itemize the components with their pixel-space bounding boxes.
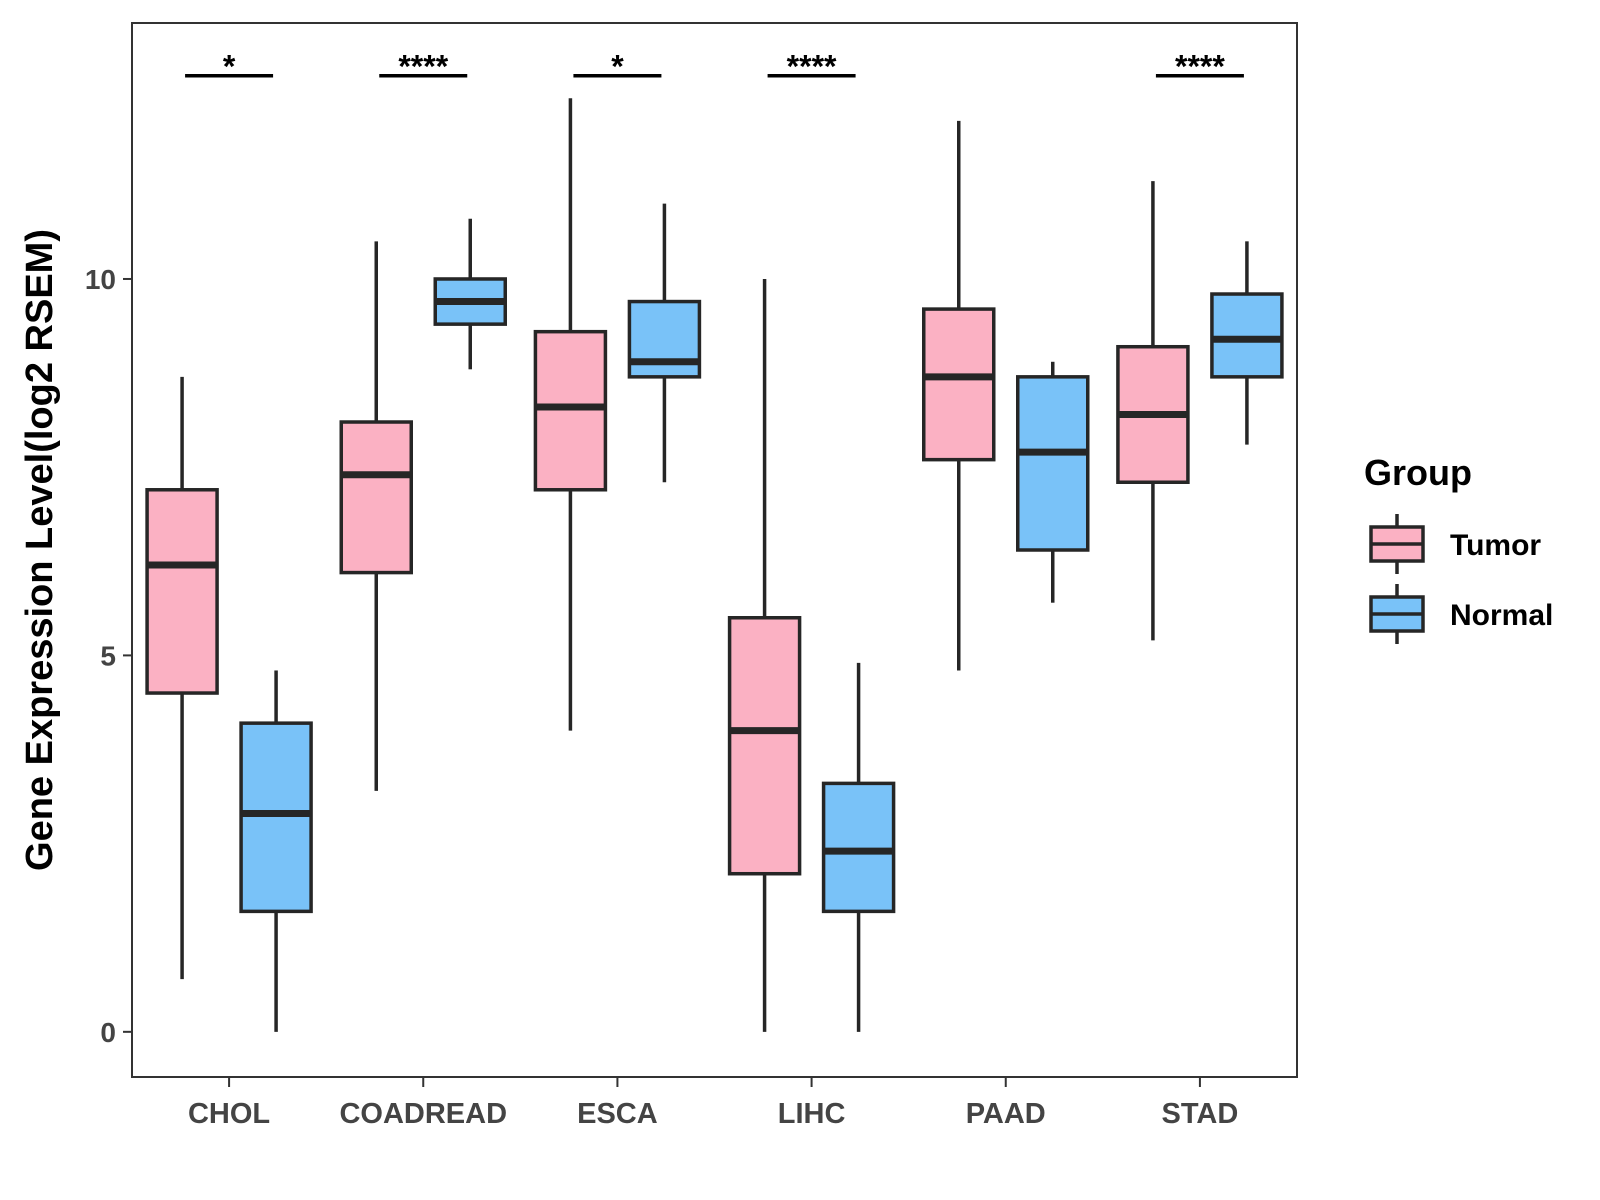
box-body: [821, 781, 896, 914]
y-tick-label-5: 5: [100, 640, 116, 671]
x-tick-label-esca: ESCA: [577, 1098, 658, 1130]
box-tumor-paad: [922, 120, 996, 671]
legend-entry-normal: Normal: [1369, 584, 1553, 644]
x-tick-label-coadread: COADREAD: [339, 1098, 507, 1130]
significance-label: *: [611, 49, 624, 85]
legend-entry-tumor: Tumor: [1369, 514, 1541, 574]
box-body: [533, 329, 608, 492]
box-body: [1016, 375, 1090, 552]
significance-lihc: ****: [767, 49, 856, 85]
significance-label: ****: [398, 49, 448, 85]
plot-panel: [131, 22, 1298, 1078]
box-tumor-chol: [145, 376, 219, 980]
box-tumor-stad: [1116, 181, 1190, 641]
significance-coadread: ****: [379, 49, 468, 85]
legend-label-tumor: Tumor: [1450, 529, 1541, 562]
box-normal-chol: [239, 670, 313, 1032]
box-tumor-coadread: [339, 241, 413, 791]
significance-label: *: [223, 49, 236, 85]
chart-axes: 0 5 10 CHOL COADREAD ESCA LIHC PAAD STAD: [85, 264, 1238, 1130]
chart-marks: * **** * **** ****: [145, 49, 1284, 1032]
significance-stad: ****: [1155, 49, 1244, 85]
box-normal-stad: [1210, 241, 1284, 445]
y-tick-label-10: 10: [85, 264, 116, 295]
significance-esca: *: [573, 49, 662, 85]
significance-label: ****: [787, 49, 837, 85]
x-tick-label-chol: CHOL: [188, 1098, 270, 1130]
box-normal-paad: [1016, 361, 1090, 603]
y-axis-title: Gene Expression Level(log2 RSEM): [19, 229, 61, 871]
box-body: [339, 420, 413, 575]
legend-label-normal: Normal: [1450, 599, 1553, 632]
legend: Group Tumor Normal: [1364, 452, 1553, 644]
box-tumor-lihc: [727, 278, 802, 1032]
box-normal-coadread: [433, 218, 507, 370]
legend-title: Group: [1364, 452, 1472, 493]
significance-chol: *: [185, 49, 274, 85]
box-normal-esca: [627, 203, 702, 483]
box-normal-lihc: [821, 662, 896, 1032]
y-tick-label-0: 0: [100, 1017, 116, 1048]
box-body: [727, 616, 802, 876]
box-body: [145, 488, 219, 695]
x-tick-label-stad: STAD: [1162, 1098, 1239, 1130]
box-tumor-esca: [533, 98, 608, 731]
x-tick-label-paad: PAAD: [966, 1098, 1046, 1130]
x-tick-label-lihc: LIHC: [778, 1098, 846, 1130]
box-body: [239, 721, 313, 914]
significance-label: ****: [1175, 49, 1225, 85]
box-body: [922, 307, 996, 462]
box-body: [1210, 292, 1284, 379]
box-body: [627, 299, 702, 379]
